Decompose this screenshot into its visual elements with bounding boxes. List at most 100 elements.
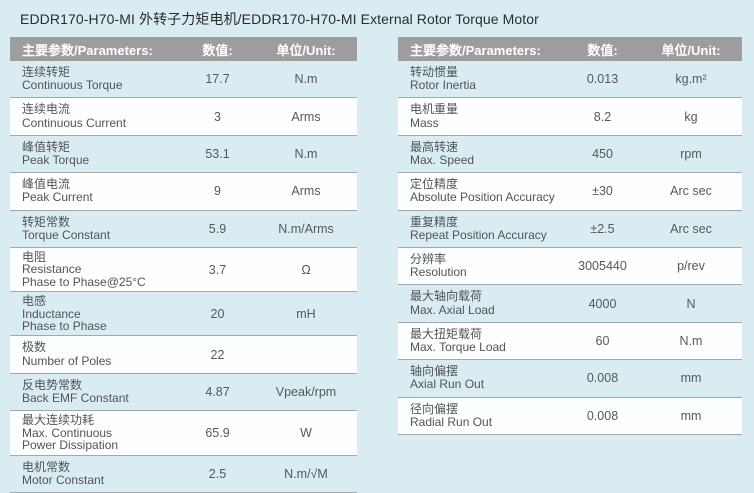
param-cell: 径向偏摆 Radial Run Out: [398, 398, 565, 434]
param-line: 最高转速: [410, 139, 459, 154]
table-header-row: 主要参数/Parameters: 数值: 单位/Unit:: [10, 37, 357, 61]
table-row: 重复精度 Repeat Position Accuracy ±2.5 Arc se…: [398, 209, 742, 247]
param-line: 连续电流: [22, 102, 71, 117]
param-cell: 反电势常数 Back EMF Constant: [10, 374, 180, 410]
param-line: Inductance: [22, 306, 81, 321]
param-line: 最大扭矩载荷: [410, 326, 483, 341]
table-row: 最大连续功耗 Max. Continuous Power Dissipation 6…: [10, 410, 357, 455]
param-line: Max. Torque Load: [410, 340, 506, 355]
unit-cell: N.m/Arms: [278, 221, 334, 236]
value-cell: 60: [595, 334, 610, 349]
unit-cell: mm: [680, 408, 702, 423]
value-cell: ±30: [592, 184, 613, 199]
param-line: 极数: [22, 340, 47, 355]
param-line: 峰值转矩: [22, 139, 71, 154]
unit-cell: Arms: [291, 109, 321, 124]
unit-header: 单位/Unit:: [661, 42, 721, 58]
param-header: 主要参数/Parameters:: [410, 42, 541, 58]
param-line: 电机常数: [22, 459, 71, 474]
table-row: 电机重量 Mass 8.2 kg: [398, 97, 742, 135]
param-line: Max. Axial Load: [410, 302, 495, 317]
table-body: 连续转矩 Continuous Torque 17.7 N.m 连续电流 Conti…: [10, 61, 357, 493]
param-line: Number of Poles: [22, 353, 112, 368]
value-cell: 53.1: [205, 147, 230, 162]
table-row: 连续电流 Continuous Current 3 Arms: [10, 97, 357, 135]
param-line: Motor Constant: [22, 472, 105, 487]
table-row: 转矩常数 Torque Constant 5.9 N.m/Arms: [10, 209, 357, 247]
value-cell: 450: [592, 147, 613, 162]
unit-cell: mm: [680, 371, 702, 386]
unit-cell: kg.m²: [675, 72, 707, 87]
param-line: Phase to Phase: [22, 319, 107, 334]
param-cell: 连续电流 Continuous Current: [10, 98, 180, 134]
table-row: 轴向偏摆 Axial Run Out 0.008 mm: [398, 359, 742, 396]
param-line: Power Dissipation: [22, 438, 119, 453]
param-cell: 峰值转矩 Peak Torque: [10, 136, 180, 172]
value-cell: 4.87: [205, 385, 230, 400]
param-line: 最大连续功耗: [22, 413, 95, 428]
param-line: Phase to Phase@25°C: [22, 274, 146, 289]
value-cell: 8.2: [593, 109, 612, 124]
table-row: 转动惯量 Rotor Inertia 0.013 kg.m²: [398, 61, 742, 97]
param-line: Torque Constant: [22, 227, 111, 242]
table-row: 径向偏摆 Radial Run Out 0.008 mm: [398, 396, 742, 435]
table-body: 转动惯量 Rotor Inertia 0.013 kg.m² 电机重量 Mass 8…: [398, 61, 742, 436]
param-line: 电阻: [22, 250, 47, 265]
param-cell: 转动惯量 Rotor Inertia: [398, 61, 565, 97]
param-cell: 最大扭矩载荷 Max. Torque Load: [398, 323, 565, 359]
spec-table-right: 主要参数/Parameters: 数值: 单位/Unit: 转动惯量 Rotor …: [398, 37, 742, 493]
param-line: Rotor Inertia: [410, 78, 477, 93]
table-row: 极数 Number of Poles 22: [10, 335, 357, 373]
table-row: 峰值转矩 Peak Torque 53.1 N.m: [10, 134, 357, 172]
unit-cell: Ω: [301, 262, 311, 277]
value-cell: 0.008: [586, 408, 619, 423]
param-cell: 电阻 Resistance Phase to Phase@25°C: [10, 248, 180, 291]
value-cell: 2.5: [208, 466, 227, 481]
param-cell: 电机常数 Motor Constant: [10, 456, 180, 492]
param-cell: 电感 Inductance Phase to Phase: [10, 292, 180, 335]
param-line: 转动惯量: [410, 65, 459, 79]
unit-cell: W: [300, 425, 312, 440]
table-row: 电感 Inductance Phase to Phase 20 mH: [10, 291, 357, 335]
param-line: 连续转矩: [22, 65, 71, 79]
value-cell: 9: [214, 184, 221, 199]
unit-cell: p/rev: [677, 259, 705, 274]
param-line: Peak Current: [22, 190, 93, 205]
param-line: Resolution: [410, 265, 467, 280]
value-cell: ±2.5: [590, 221, 615, 236]
value-cell: 5.9: [208, 221, 227, 236]
unit-cell: rpm: [680, 147, 702, 162]
param-line: Peak Torque: [22, 153, 90, 168]
table-row: 峰值电流 Peak Current 9 Arms: [10, 172, 357, 210]
unit-cell: Arc sec: [670, 221, 712, 236]
param-line: Radial Run Out: [410, 414, 493, 429]
param-line: Repeat Position Accuracy: [410, 227, 547, 242]
param-cell: 极数 Number of Poles: [10, 336, 180, 372]
param-cell: 连续转矩 Continuous Torque: [10, 61, 180, 97]
param-cell: 分辨率 Resolution: [398, 248, 565, 284]
value-cell: 4000: [588, 296, 617, 311]
param-cell: 最高转速 Max. Speed: [398, 136, 565, 172]
param-header: 主要参数/Parameters:: [22, 42, 153, 58]
unit-cell: mH: [296, 306, 316, 321]
table-row: 最高转速 Max. Speed 450 rpm: [398, 134, 742, 172]
tables-container: 主要参数/Parameters: 数值: 单位/Unit: 连续转矩 Contin…: [10, 37, 754, 493]
param-line: 转矩常数: [22, 214, 71, 229]
unit-cell: Arc sec: [670, 184, 712, 199]
param-line: 轴向偏摆: [410, 364, 459, 379]
value-header: 数值:: [587, 42, 618, 58]
param-line: 反电势常数: [22, 377, 83, 392]
param-line: 径向偏摆: [410, 401, 459, 416]
table-row: 电机常数 Motor Constant 2.5 N.m/√M: [10, 454, 357, 492]
param-line: Continuous Torque: [22, 78, 123, 93]
unit-cell: N.m/√M: [284, 466, 328, 481]
value-cell: 0.008: [586, 371, 619, 386]
param-line: Back EMF Constant: [22, 391, 129, 406]
value-cell: 22: [210, 347, 225, 362]
param-line: 电感: [22, 294, 47, 309]
unit-cell: Arms: [291, 184, 321, 199]
param-cell: 轴向偏摆 Axial Run Out: [398, 360, 565, 396]
param-cell: 重复精度 Repeat Position Accuracy: [398, 211, 565, 247]
param-line: Absolute Position Accuracy: [410, 190, 555, 205]
unit-cell: N: [686, 296, 696, 311]
